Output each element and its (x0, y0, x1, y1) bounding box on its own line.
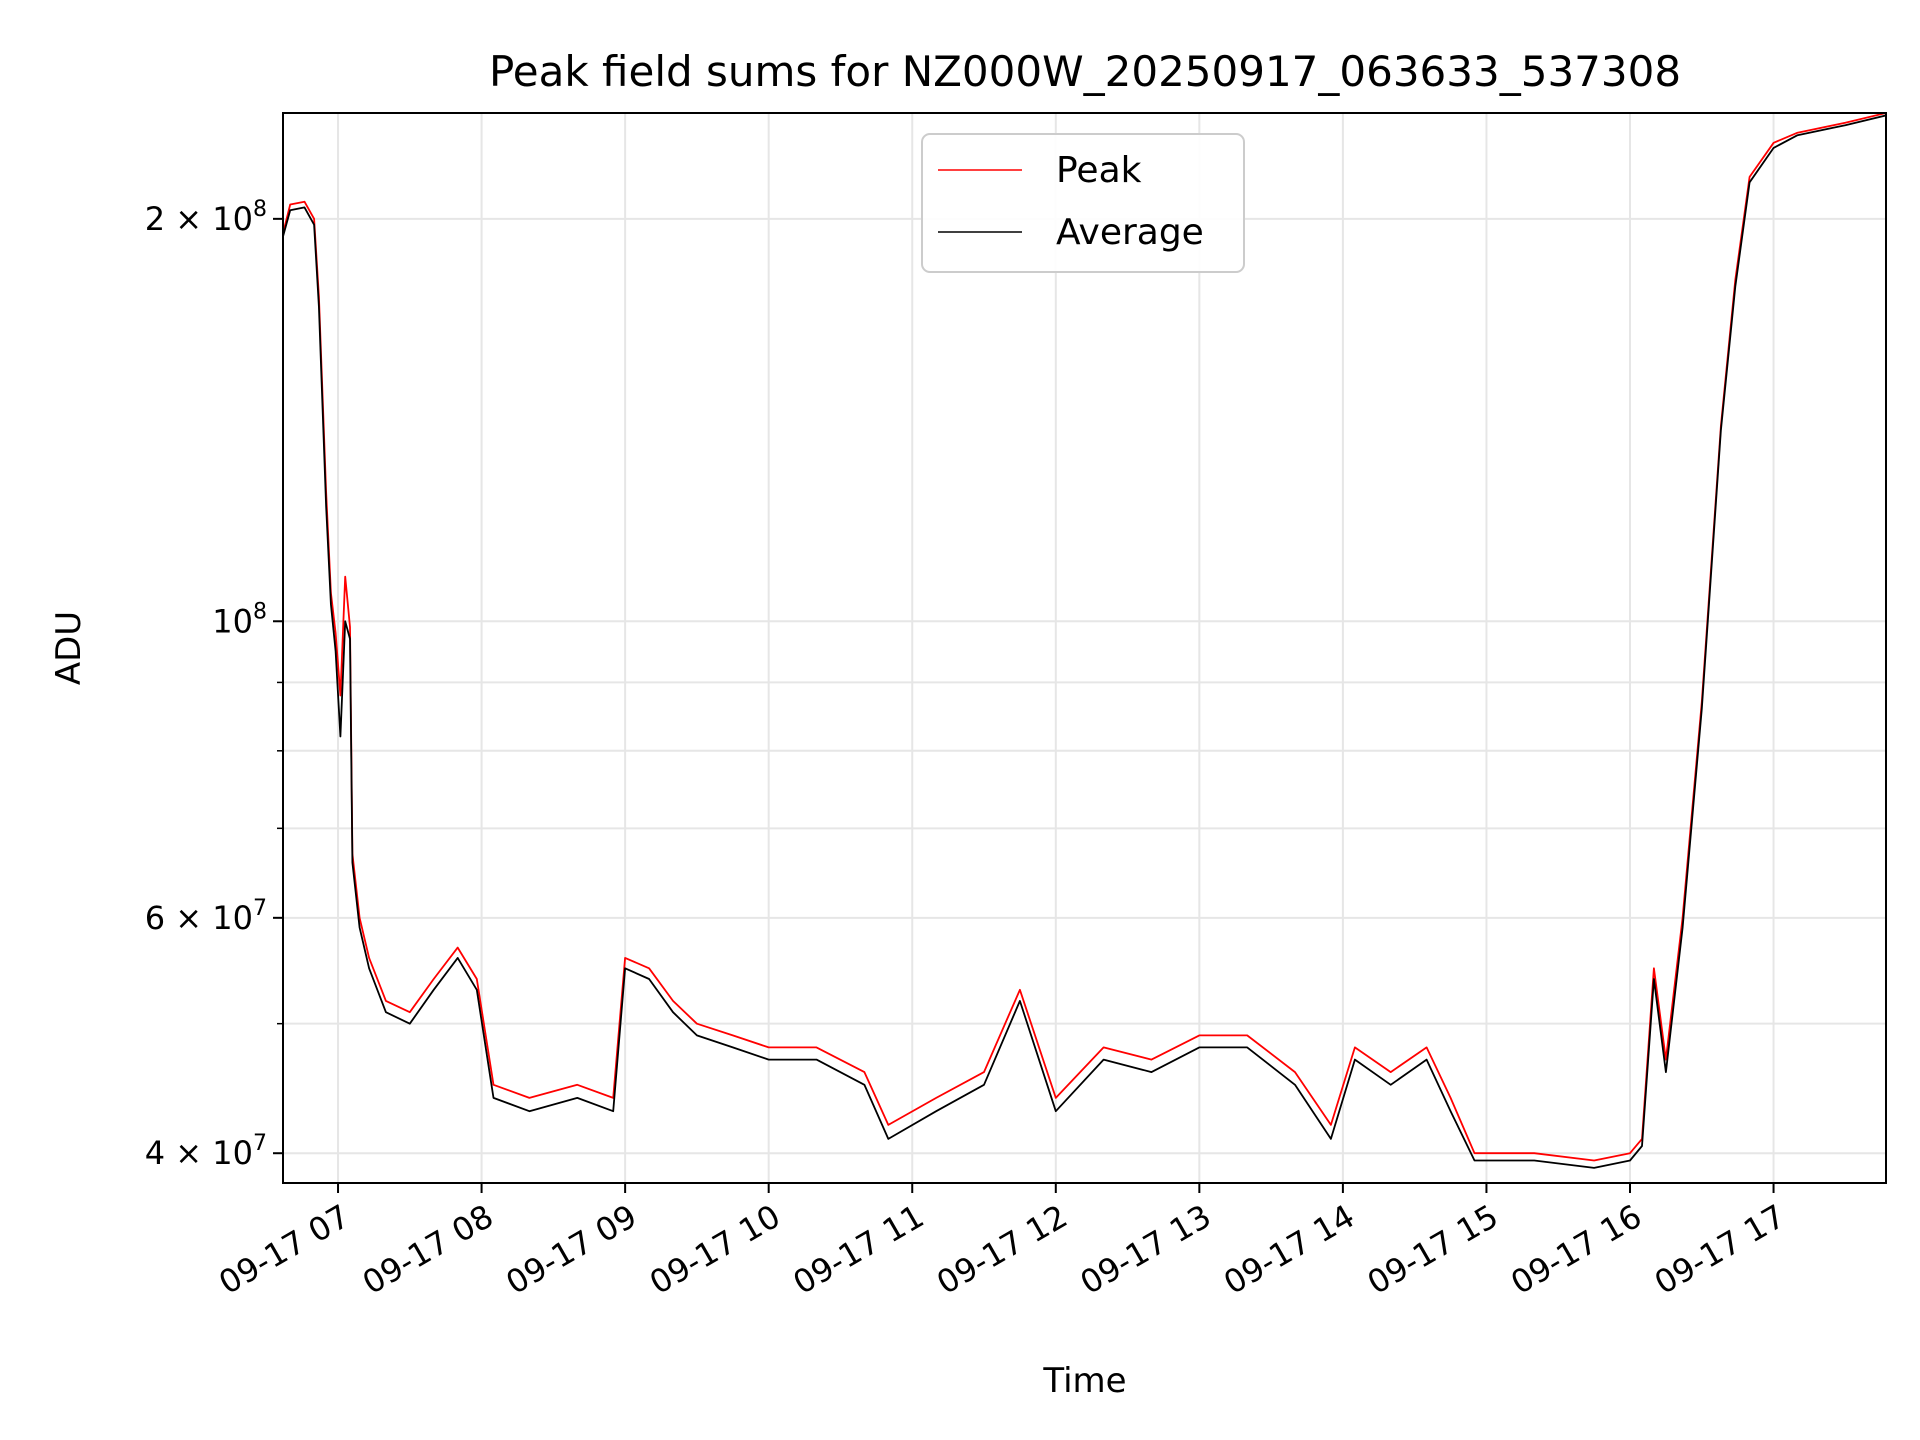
y-axis-ticks: 4 × 107 6 × 107 108 2 × 108 (145, 197, 283, 1172)
chart-title: Peak field sums for NZ000W_20250917_0636… (489, 47, 1681, 96)
series-line-average (283, 114, 1886, 1169)
y-tick-label: 6 × 107 (145, 896, 267, 937)
legend-peak-label: Peak (1056, 150, 1142, 191)
x-axis-label: Time (1042, 1361, 1126, 1401)
series-layer (283, 113, 1886, 1169)
y-tick-label: 2 × 108 (145, 197, 267, 238)
legend-average-label: Average (1056, 212, 1204, 253)
y-tick-label: 108 (212, 599, 267, 640)
legend-box (921, 133, 1245, 273)
y-tick-label: 4 × 107 (145, 1131, 267, 1172)
plot-frame (282, 112, 1887, 1184)
y-axis-label: ADU (49, 611, 89, 685)
legend: Peak Average (921, 133, 1245, 273)
